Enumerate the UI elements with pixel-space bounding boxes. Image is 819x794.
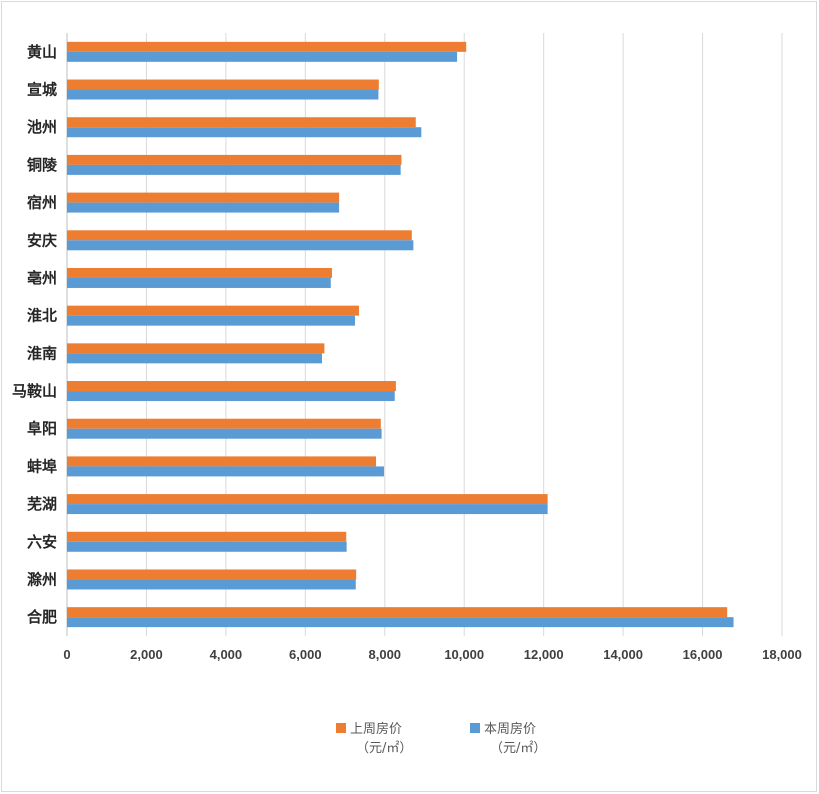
category-label: 六安 (27, 533, 57, 551)
bar-last-week (67, 305, 359, 316)
category-label: 黄山 (27, 43, 57, 61)
legend-label-this-week: 本周房价 (484, 721, 536, 737)
bar-last-week (67, 41, 467, 52)
x-tick-label: 4,000 (210, 647, 243, 662)
category-label: 马鞍山 (12, 382, 57, 400)
bars-group (67, 41, 734, 628)
category-label: 亳州 (27, 269, 57, 287)
category-label: 淮北 (27, 307, 57, 325)
bar-last-week (67, 154, 402, 165)
bar-this-week (67, 202, 340, 213)
x-tick-label: 6,000 (289, 647, 322, 662)
bar-last-week (67, 343, 325, 354)
bar-this-week (67, 164, 401, 175)
x-tick-label: 10,000 (444, 647, 484, 662)
category-label: 蚌埠 (27, 457, 57, 475)
category-label: 宣城 (27, 81, 57, 99)
x-tick-label: 8,000 (369, 647, 402, 662)
bar-this-week (67, 504, 548, 515)
category-label: 滁州 (27, 570, 57, 588)
bar-last-week (67, 79, 379, 90)
bar-this-week (67, 89, 379, 100)
bar-this-week (67, 617, 734, 628)
bar-last-week (67, 418, 381, 429)
bar-last-week (67, 531, 347, 542)
bar-last-week (67, 381, 396, 392)
bar-last-week (67, 230, 412, 241)
bar-this-week (67, 315, 355, 326)
x-tick-label: 2,000 (130, 647, 163, 662)
bar-last-week (67, 192, 340, 203)
bar-this-week (67, 391, 395, 402)
legend: 上周房价 （元/㎡） 本周房价 （元/㎡） (336, 721, 546, 756)
bar-last-week (67, 456, 377, 467)
category-label: 阜阳 (27, 420, 57, 438)
legend-swatch-this-week (470, 723, 480, 733)
bar-last-week (67, 117, 416, 128)
category-label: 淮南 (27, 344, 57, 362)
legend-unit-this-week: （元/㎡） (490, 741, 546, 756)
bar-this-week (67, 466, 384, 477)
bar-this-week (67, 240, 414, 251)
x-tick-label: 14,000 (603, 647, 643, 662)
category-label: 池州 (27, 118, 57, 136)
legend-label-last-week: 上周房价 (350, 721, 402, 737)
bar-last-week (67, 569, 357, 580)
x-tick-labels: 0 2,000 4,000 6,000 8,000 10,000 12,000 14,000 1… (63, 647, 802, 662)
bar-last-week (67, 267, 332, 278)
category-label: 宿州 (27, 194, 57, 212)
legend-unit-last-week: （元/㎡） (356, 741, 412, 756)
category-label: 芜湖 (27, 495, 57, 513)
x-tick-label: 18,000 (762, 647, 802, 662)
x-tick-label: 12,000 (524, 647, 564, 662)
category-label: 合肥 (26, 608, 57, 626)
x-tick-label: 0 (63, 647, 70, 662)
bar-this-week (67, 127, 422, 138)
bar-this-week (67, 51, 458, 62)
category-label: 安庆 (27, 231, 57, 249)
bar-this-week (67, 579, 356, 590)
x-tick-label: 16,000 (683, 647, 723, 662)
bar-this-week (67, 541, 347, 552)
legend-swatch-last-week (336, 723, 346, 733)
bar-last-week (67, 607, 728, 618)
bar-last-week (67, 494, 548, 505)
bar-this-week (67, 277, 331, 288)
category-label: 铜陵 (27, 156, 58, 174)
bar-this-week (67, 353, 323, 364)
bar-this-week (67, 428, 382, 439)
